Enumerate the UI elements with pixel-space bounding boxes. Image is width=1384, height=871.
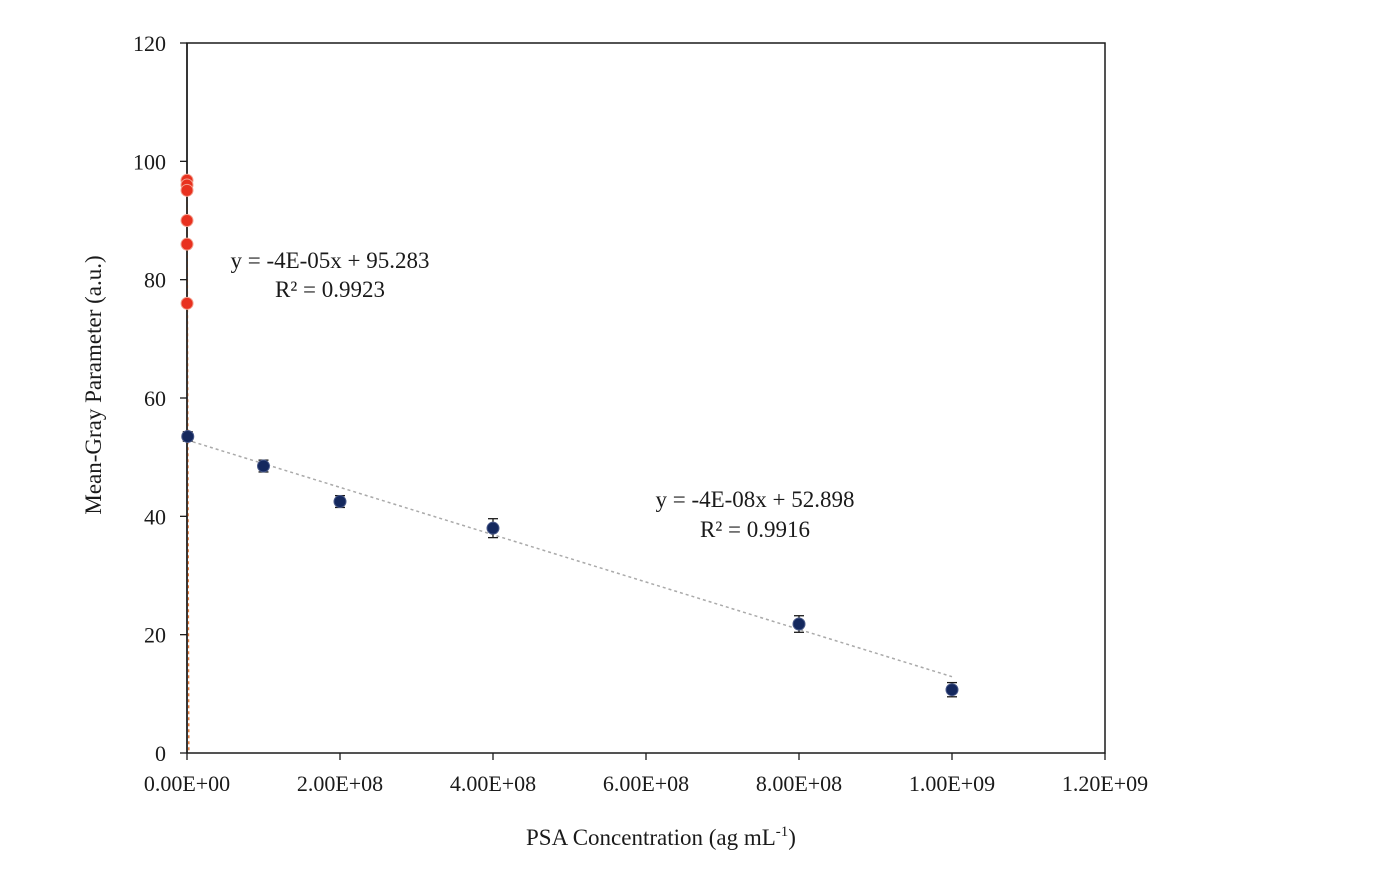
blue-series-trendline <box>186 439 953 678</box>
y-tick-label: 0 <box>155 741 166 766</box>
red-series-equation: y = -4E-05x + 95.283 <box>230 248 429 273</box>
x-tick-label: 4.00E+08 <box>450 771 536 796</box>
x-tick-label: 1.00E+09 <box>909 771 995 796</box>
y-tick-label: 100 <box>133 149 166 174</box>
blue-series-point <box>486 521 500 535</box>
blue-series-point <box>333 495 347 509</box>
red-series-r2: R² = 0.9923 <box>275 277 385 302</box>
blue-series-point <box>257 459 270 473</box>
x-axis-title: PSA Concentration (ag mL-1) <box>526 824 796 850</box>
x-tick-label: 1.20E+09 <box>1062 771 1148 796</box>
y-tick-label: 60 <box>144 386 166 411</box>
red-series-point <box>180 214 194 227</box>
blue-series-point <box>945 683 959 697</box>
x-tick-label: 6.00E+08 <box>603 771 689 796</box>
y-axis-title: Mean-Gray Parameter (a.u.) <box>81 255 106 514</box>
x-tick-label: 2.00E+08 <box>297 771 383 796</box>
x-tick-label: 0.00E+00 <box>144 771 230 796</box>
red-series-point <box>180 237 194 251</box>
red-series-trendline <box>186 189 190 754</box>
x-axis-ticks: 0.00E+00 2.00E+08 4.00E+08 6.00E+08 8.00E+08… <box>144 753 1148 796</box>
y-axis-ticks: 0 20 40 60 80 100 120 <box>133 31 187 766</box>
x-axis-title-sup: -1 <box>776 824 789 840</box>
data-points <box>180 173 959 697</box>
red-series-point <box>180 296 194 310</box>
x-axis-title-main: PSA Concentration (ag mL <box>526 825 776 850</box>
y-tick-label: 20 <box>144 623 166 648</box>
x-tick-label: 8.00E+08 <box>756 771 842 796</box>
y-tick-label: 120 <box>133 31 166 56</box>
blue-series-equation: y = -4E-08x + 52.898 <box>655 487 854 512</box>
blue-series-r2: R² = 0.9916 <box>700 517 810 542</box>
plot-area <box>186 42 1106 754</box>
y-tick-label: 80 <box>144 268 166 293</box>
blue-series-point <box>792 617 806 631</box>
blue-series-point <box>181 429 195 443</box>
x-axis-title-tail: ) <box>788 825 796 850</box>
red-series-point <box>180 183 194 197</box>
y-tick-label: 40 <box>144 504 166 529</box>
